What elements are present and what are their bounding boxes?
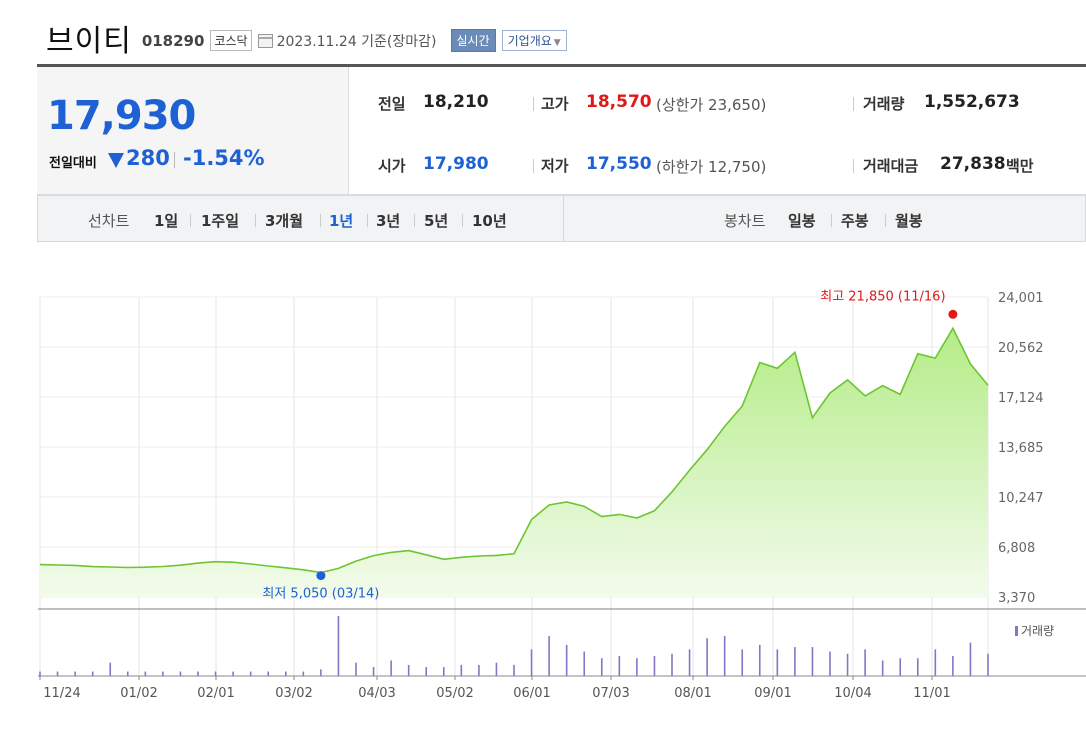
x-tick-label: 03/02 xyxy=(275,686,312,701)
divider xyxy=(831,214,832,227)
x-tick-label: 10/04 xyxy=(834,686,871,701)
trade-value: 27,838 xyxy=(940,154,1006,174)
period-10y[interactable]: 10년 xyxy=(472,212,507,230)
period-3y[interactable]: 3년 xyxy=(376,212,401,230)
y-tick-label: 3,370 xyxy=(998,591,1035,606)
min-price-label: 최저 5,050 (03/14) xyxy=(262,587,379,602)
candle-chart-label: 봉차트 xyxy=(724,212,766,230)
y-tick-label: 17,124 xyxy=(998,391,1044,406)
y-tick-label: 13,685 xyxy=(998,441,1044,456)
current-price: 17,930 xyxy=(47,93,196,139)
divider xyxy=(255,214,256,227)
max-price-label: 최고 21,850 (11/16) xyxy=(820,289,945,304)
divider xyxy=(462,214,463,227)
company-overview-button[interactable]: 기업개요 ▼ xyxy=(501,29,567,51)
price-chart: 24,001 20,562 17,124 13,685 10,247 6,808 3,370… xyxy=(38,289,1086,701)
divider xyxy=(853,159,854,173)
min-price-marker xyxy=(316,571,326,581)
volume-legend-label: 거래량 xyxy=(1021,624,1054,638)
x-tick-label: 11/01 xyxy=(913,686,950,701)
high-value: 18,570 xyxy=(586,92,652,112)
volume-bars xyxy=(39,616,989,676)
divider xyxy=(174,152,175,168)
as-of-date: 2023.11.24 기준(장마감) xyxy=(276,33,437,50)
divider xyxy=(563,196,564,241)
y-tick-label: 10,247 xyxy=(998,491,1044,506)
period-1d[interactable]: 1일 xyxy=(154,212,179,230)
open-value: 17,980 xyxy=(423,154,489,174)
period-5y[interactable]: 5년 xyxy=(424,212,449,230)
divider xyxy=(533,97,534,111)
period-3m[interactable]: 3개월 xyxy=(265,212,304,230)
prev-close-value: 18,210 xyxy=(423,92,489,112)
x-tick-label: 07/03 xyxy=(592,686,629,701)
price-summary: 17,930 전일대비 280 -1.54% 전일 18,210 고가 18,5… xyxy=(37,64,1086,195)
down-triangle-icon xyxy=(108,153,124,168)
x-tick-label: 06/01 xyxy=(513,686,550,701)
x-tick-label: 01/02 xyxy=(120,686,157,701)
line-chart-label: 선차트 xyxy=(88,212,130,230)
y-tick-label: 24,001 xyxy=(998,291,1044,306)
change-value: 280 xyxy=(126,146,170,170)
candle-daily[interactable]: 일봉 xyxy=(788,212,816,230)
period-bar: 선차트 1일 1주일 3개월 1년 3년 5년 10년 봉차트 일봉 주봉 월봉 xyxy=(37,195,1086,242)
calendar-icon xyxy=(257,34,273,48)
volume-label: 거래량 xyxy=(863,95,905,113)
candle-monthly[interactable]: 월봉 xyxy=(895,212,923,230)
max-price-marker xyxy=(948,309,958,319)
x-axis-ticks: 11/24 01/02 02/01 03/02 04/03 05/02 06/01 07/03… xyxy=(39,676,951,701)
stock-header: 브이티 018290 코스닥 2023.11.24 기준(장마감) 실시간 기업… xyxy=(46,18,567,59)
stock-code: 018290 xyxy=(141,32,205,50)
volume-value: 1,552,673 xyxy=(924,92,1020,112)
high-label: 고가 xyxy=(541,95,569,113)
divider xyxy=(533,159,534,173)
prev-close-label: 전일 xyxy=(378,95,406,113)
divider xyxy=(853,97,854,111)
change-label: 전일대비 xyxy=(49,156,97,171)
y-tick-label: 6,808 xyxy=(998,541,1035,556)
divider xyxy=(414,214,415,227)
x-tick-label: 11/24 xyxy=(43,686,80,701)
low-value: 17,550 xyxy=(586,154,652,174)
period-1y[interactable]: 1년 xyxy=(329,212,354,230)
trade-value-unit: 백만 xyxy=(1006,157,1034,175)
y-tick-label: 20,562 xyxy=(998,341,1044,356)
lower-limit: (하한가 12,750) xyxy=(656,158,767,176)
x-tick-label: 08/01 xyxy=(674,686,711,701)
candle-weekly[interactable]: 주봉 xyxy=(841,212,869,230)
x-tick-label: 05/02 xyxy=(436,686,473,701)
change-rate: -1.54% xyxy=(183,146,265,170)
divider xyxy=(885,214,886,227)
period-1w[interactable]: 1주일 xyxy=(201,212,240,230)
divider xyxy=(320,214,321,227)
volume-legend-swatch xyxy=(1015,626,1018,636)
x-tick-label: 09/01 xyxy=(754,686,791,701)
price-line xyxy=(39,326,989,574)
divider xyxy=(367,214,368,227)
market-badge: 코스닥 xyxy=(210,29,252,51)
stock-name: 브이티 xyxy=(46,24,132,59)
trade-value-label: 거래대금 xyxy=(863,157,919,175)
upper-limit: (상한가 23,650) xyxy=(656,96,767,114)
current-price-box: 17,930 전일대비 280 -1.54% xyxy=(37,67,349,194)
company-overview-label: 기업개요 xyxy=(507,33,552,48)
price-area xyxy=(40,328,988,597)
low-label: 저가 xyxy=(541,157,569,175)
realtime-button[interactable]: 실시간 xyxy=(450,28,496,52)
y-axis-ticks: 24,001 20,562 17,124 13,685 10,247 6,808 3,370 xyxy=(998,291,1044,606)
caret-down-icon: ▼ xyxy=(553,37,561,48)
x-tick-label: 04/03 xyxy=(358,686,395,701)
divider xyxy=(190,214,191,227)
open-label: 시가 xyxy=(378,157,406,175)
x-tick-label: 02/01 xyxy=(197,686,234,701)
